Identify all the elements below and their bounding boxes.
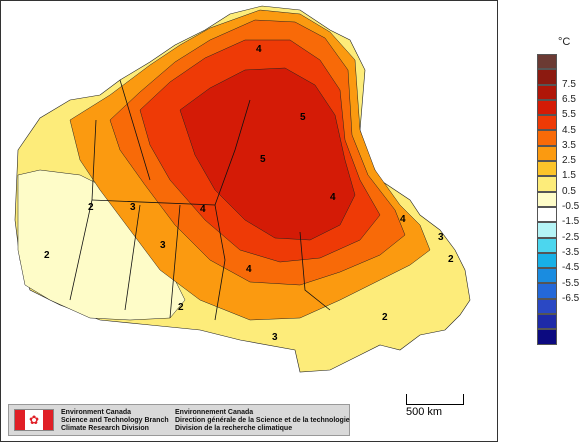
contour-label: 3 <box>160 240 166 251</box>
credit-banner: ✿ Environment Canada Science and Technol… <box>8 404 350 436</box>
legend-swatch <box>537 115 557 131</box>
legend-label: 0.5 <box>562 185 576 197</box>
legend-swatch <box>537 237 557 253</box>
legend-label: -2.5 <box>562 231 580 243</box>
credit-en-line: Climate Research Division <box>61 425 149 432</box>
boundaries <box>69 79 331 321</box>
scale-line <box>406 394 464 405</box>
contour-label: 4 <box>330 192 336 203</box>
contour-label: 2 <box>448 254 454 265</box>
contour-label: 3 <box>272 332 278 343</box>
contour-label: 5 <box>260 154 266 165</box>
temperature-map: 5 4 4 3 3 2 2 4 3 2 2 2 4 5 4 3 <box>14 5 471 373</box>
contour-label: 4 <box>400 214 406 225</box>
contour-label: 5 <box>300 112 306 123</box>
legend-swatch <box>537 145 557 162</box>
legend-swatch <box>537 191 557 207</box>
canada-flag-icon: ✿ <box>14 409 54 431</box>
scale-bar: 500 km <box>404 386 474 418</box>
contour-label: 2 <box>88 202 94 213</box>
contour-label: 2 <box>44 250 50 261</box>
credit-english: Environment Canada Science and Technolog… <box>61 409 169 433</box>
legend-label: 2.5 <box>562 155 576 167</box>
scale-label: 500 km <box>406 406 443 418</box>
legend-swatch <box>537 84 557 100</box>
legend-swatch <box>537 268 557 284</box>
legend-label: 3.5 <box>562 139 576 151</box>
credit-fr-line: Direction générale de la Science et de l… <box>175 417 350 424</box>
contour-label: 2 <box>382 312 388 323</box>
legend-swatch <box>537 161 557 177</box>
legend-label: 7.5 <box>562 78 576 90</box>
contour-label: 4 <box>200 204 206 215</box>
legend-swatch <box>537 329 557 345</box>
legend-label: -5.5 <box>562 277 580 289</box>
credit-en-line: Environment Canada <box>61 409 132 416</box>
legend-label: -1.5 <box>562 216 580 228</box>
legend-label: -3.5 <box>562 246 580 258</box>
legend-label: -0.5 <box>562 201 580 212</box>
legend-label: -4.5 <box>562 262 580 274</box>
legend-label: 4.5 <box>562 124 576 136</box>
legend-swatch <box>537 130 557 146</box>
legend-label: 5.5 <box>562 109 576 121</box>
legend-swatch <box>537 283 557 299</box>
contour-label: 4 <box>256 44 262 55</box>
legend-label: 6.5 <box>562 93 576 105</box>
contour-label: 3 <box>130 202 136 213</box>
credit-en-line: Science and Technology Branch <box>61 417 169 424</box>
zone-light-yellow <box>17 169 186 321</box>
legend-color-bar <box>537 54 557 345</box>
legend-label: 1.5 <box>562 170 576 182</box>
legend-swatch <box>537 252 557 269</box>
credit-fr-line: Division de la recherche climatique <box>175 425 293 432</box>
legend-swatch <box>537 206 557 223</box>
legend-swatch <box>537 176 557 192</box>
legend-swatch <box>537 298 557 315</box>
contour-label: 3 <box>438 232 444 243</box>
legend-swatch <box>537 222 557 238</box>
legend-swatch <box>537 99 557 116</box>
legend-unit: °C <box>558 36 571 48</box>
legend-swatch <box>537 54 557 70</box>
legend-swatch <box>537 314 557 330</box>
legend-swatch <box>537 69 557 85</box>
contour-label: 4 <box>246 264 252 275</box>
legend-label: -6.5 <box>562 292 580 304</box>
legend: °C 7.5 6.5 5.5 4.5 3.5 2.5 1.5 0.5 -0.5 -1.5 -2.5 -… <box>510 36 580 396</box>
credit-fr-line: Environnement Canada <box>175 409 254 416</box>
contour-label: 2 <box>178 302 184 313</box>
credit-french: Environnement Canada Direction générale … <box>175 409 350 433</box>
zone-red <box>179 67 356 241</box>
